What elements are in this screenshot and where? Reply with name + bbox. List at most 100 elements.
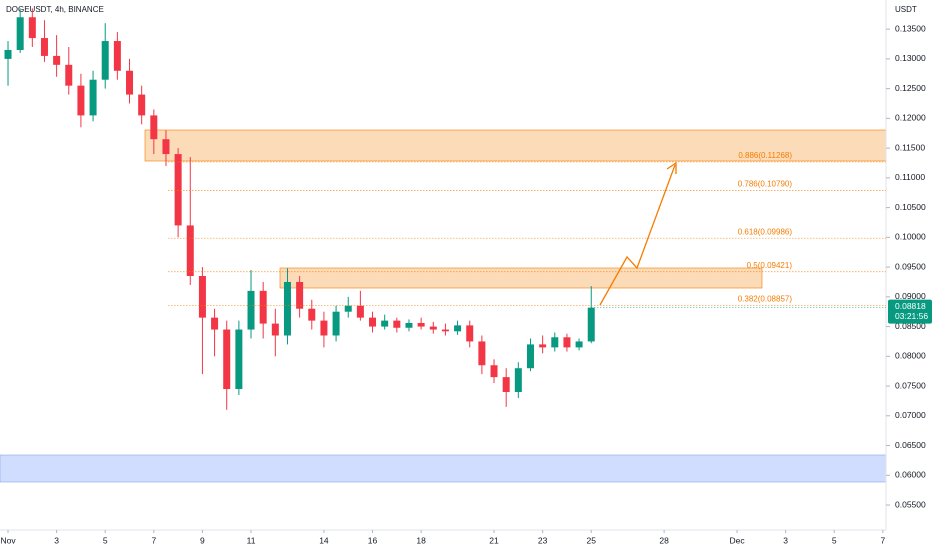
candle-body <box>65 64 73 86</box>
candle-body <box>405 322 413 328</box>
candle-body <box>490 365 498 378</box>
candle-body <box>28 17 36 39</box>
candle-body <box>16 17 24 50</box>
chart-title: DOGEUSDT, 4h, BINANCE <box>6 5 104 14</box>
y-tick-label: 0.12500 <box>895 83 926 93</box>
x-tick-label: 25 <box>586 535 596 545</box>
candle-body <box>150 115 158 140</box>
x-tick-label: 14 <box>319 535 329 545</box>
y-tick-label: 0.07000 <box>895 410 926 420</box>
candle-body <box>575 341 583 348</box>
x-tick-label: 5 <box>103 535 108 545</box>
candle-body <box>466 325 474 342</box>
candle-body <box>271 323 279 336</box>
resistance-zone <box>279 267 763 289</box>
candle-body <box>356 305 364 318</box>
candle-body <box>296 281 304 309</box>
countdown-label: 03:21:56 <box>895 311 928 321</box>
candle-body <box>514 368 522 392</box>
supply-zone <box>144 129 887 162</box>
x-tick-label: 21 <box>489 535 499 545</box>
projection-arrowhead <box>666 161 677 174</box>
candle-body <box>551 337 559 348</box>
candle-body <box>186 225 194 277</box>
y-tick-label: 0.09500 <box>895 261 926 271</box>
fib-label: 0.618(0.09986) <box>738 227 793 236</box>
x-tick-label: Dec <box>729 535 745 545</box>
candle-body <box>454 325 462 332</box>
y-tick-label: 0.11500 <box>895 142 925 152</box>
y-tick-label: 0.09000 <box>895 291 926 301</box>
y-tick-label: 0.05500 <box>895 499 926 509</box>
y-tick-label: 0.13000 <box>895 53 926 63</box>
candle-body <box>308 308 316 321</box>
candle-body <box>259 290 267 324</box>
x-tick-label: 7 <box>880 535 885 545</box>
x-tick-label: Nov <box>0 535 16 545</box>
candle-body <box>53 55 61 65</box>
candle-body <box>502 377 510 392</box>
plot-area <box>4 8 595 410</box>
x-tick-label: 9 <box>200 535 205 545</box>
candle-body <box>283 281 291 336</box>
last-price-label: 0.08818 <box>895 301 926 311</box>
candle-body <box>320 320 328 336</box>
demand-zone <box>0 454 887 483</box>
candle-body <box>174 154 182 226</box>
fib-label: 0.886(0.11268) <box>738 151 792 160</box>
candle-body <box>587 307 595 342</box>
candle-body <box>429 326 437 330</box>
candle-body <box>101 41 109 80</box>
x-tick-label: 3 <box>783 535 788 545</box>
candle-body <box>126 70 134 95</box>
x-tick-label: 16 <box>368 535 378 545</box>
fib-label: 0.786(0.10790) <box>738 179 793 188</box>
x-tick-label: 28 <box>659 535 669 545</box>
candle-body <box>563 337 571 348</box>
fib-label: 0.5(0.09421) <box>747 261 793 270</box>
x-tick-label: 11 <box>247 535 256 545</box>
candle-body <box>344 305 352 312</box>
candle-body <box>417 322 425 327</box>
candle-body <box>198 276 206 318</box>
candle-body <box>332 311 340 336</box>
x-tick-label: 18 <box>416 535 426 545</box>
candle-body <box>381 320 389 327</box>
candle-body <box>393 320 401 328</box>
candle-body <box>40 38 48 56</box>
candle-body <box>113 41 121 71</box>
candle-body <box>77 85 85 116</box>
candle-body <box>478 341 486 366</box>
last-price-box <box>888 299 932 324</box>
candle-body <box>162 139 170 155</box>
candle-body <box>441 329 449 332</box>
candle-body <box>89 79 97 116</box>
candle-body <box>539 344 547 348</box>
x-tick-label: 23 <box>538 535 548 545</box>
y-tick-label: 0.13500 <box>895 23 926 33</box>
y-tick-label: 0.08000 <box>895 351 926 361</box>
candle-body <box>211 317 219 330</box>
x-tick-label: 3 <box>54 535 59 545</box>
y-tick-label: 0.06000 <box>895 470 926 480</box>
y-tick-label: 0.08500 <box>895 321 926 331</box>
y-tick-label: 0.06500 <box>895 440 926 450</box>
projection-path <box>599 164 676 306</box>
fib-label: 0.382(0.08857) <box>738 294 793 303</box>
candle-body <box>138 94 146 116</box>
x-tick-label: 5 <box>832 535 837 545</box>
candle-body <box>526 344 534 369</box>
candle-body <box>247 290 255 330</box>
axis-unit: USDT <box>895 5 917 14</box>
y-tick-label: 0.10500 <box>895 202 926 212</box>
y-tick-label: 0.10000 <box>895 232 926 242</box>
candle-body <box>4 49 12 59</box>
x-tick-label: 7 <box>151 535 156 545</box>
candle-body <box>223 329 231 390</box>
y-tick-label: 0.07500 <box>895 380 926 390</box>
candle-body <box>369 317 377 327</box>
candle-body <box>235 329 243 390</box>
y-tick-label: 0.12000 <box>895 113 926 123</box>
y-tick-label: 0.11000 <box>895 172 925 182</box>
